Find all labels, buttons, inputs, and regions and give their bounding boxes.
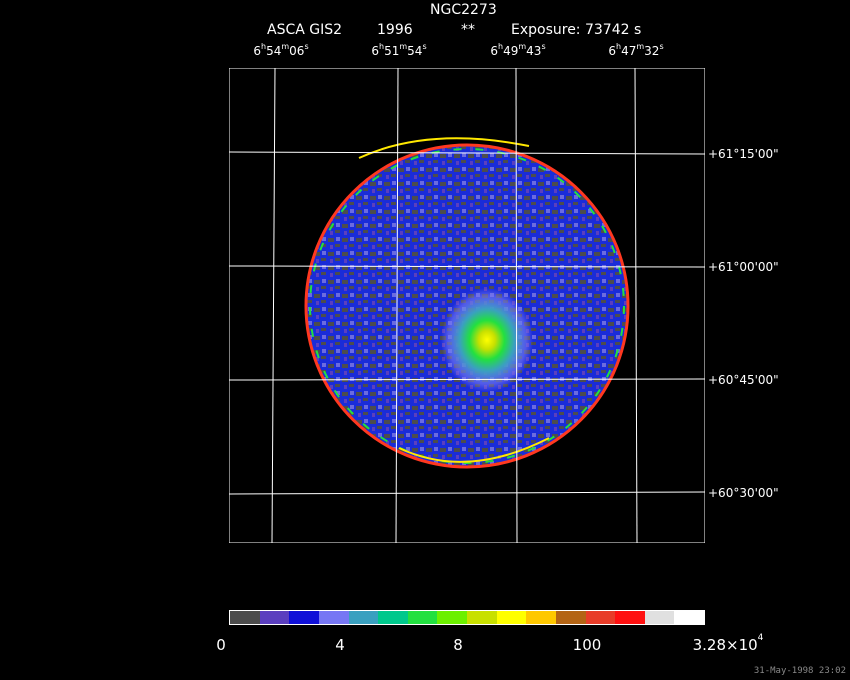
colorbar (229, 610, 705, 625)
rim-arc (358, 137, 530, 159)
dec-tick-label: +60°30'00" (708, 486, 779, 500)
colorbar-label: 4 (335, 636, 345, 654)
colorbar-swatch (318, 611, 349, 624)
colorbar-label: 100 (572, 636, 602, 654)
xray-image-frame (229, 68, 705, 543)
colorbar-swatch (230, 611, 260, 624)
colorbar-swatch (644, 611, 675, 624)
colorbar-swatch (348, 611, 379, 624)
detector-rim (304, 143, 630, 469)
colorbar-swatch (615, 611, 645, 624)
colorbar-swatch (674, 611, 704, 624)
colorbar-label: 8 (453, 636, 463, 654)
colorbar-label: 0 (216, 636, 226, 654)
colorbar-swatch (585, 611, 616, 624)
instrument-label: ASCA GIS2 (267, 22, 343, 38)
colorbar-swatch (496, 611, 527, 624)
exposure-label: Exposure: 73742 s (511, 22, 642, 38)
colorbar-swatch (555, 611, 586, 624)
ra-tick-label: 6h54m06s (253, 42, 309, 58)
timestamp: 31-May-1998 23:02 (753, 666, 846, 676)
colorbar-swatch (526, 611, 556, 624)
colorbar-max-label: 3.28×104 (692, 633, 764, 654)
colorbar-swatch (289, 611, 319, 624)
year-label: 1996 (377, 22, 413, 38)
colorbar-swatch (467, 611, 497, 624)
colorbar-swatch (378, 611, 408, 624)
rim-arc (398, 437, 550, 463)
ra-tick-label: 6h49m43s (490, 42, 546, 58)
object-title: NGC2273 (430, 2, 497, 18)
colorbar-swatch (437, 611, 467, 624)
colorbar-swatch (259, 611, 290, 624)
ra-tick-label: 6h47m32s (608, 42, 664, 58)
dec-tick-label: +61°00'00" (708, 260, 779, 274)
dec-tick-label: +60°45'00" (708, 373, 779, 387)
stars-label: ** (461, 22, 475, 38)
colorbar-swatch (407, 611, 438, 624)
ra-tick-label: 6h51m54s (371, 42, 427, 58)
dec-tick-label: +61°15'00" (708, 147, 779, 161)
